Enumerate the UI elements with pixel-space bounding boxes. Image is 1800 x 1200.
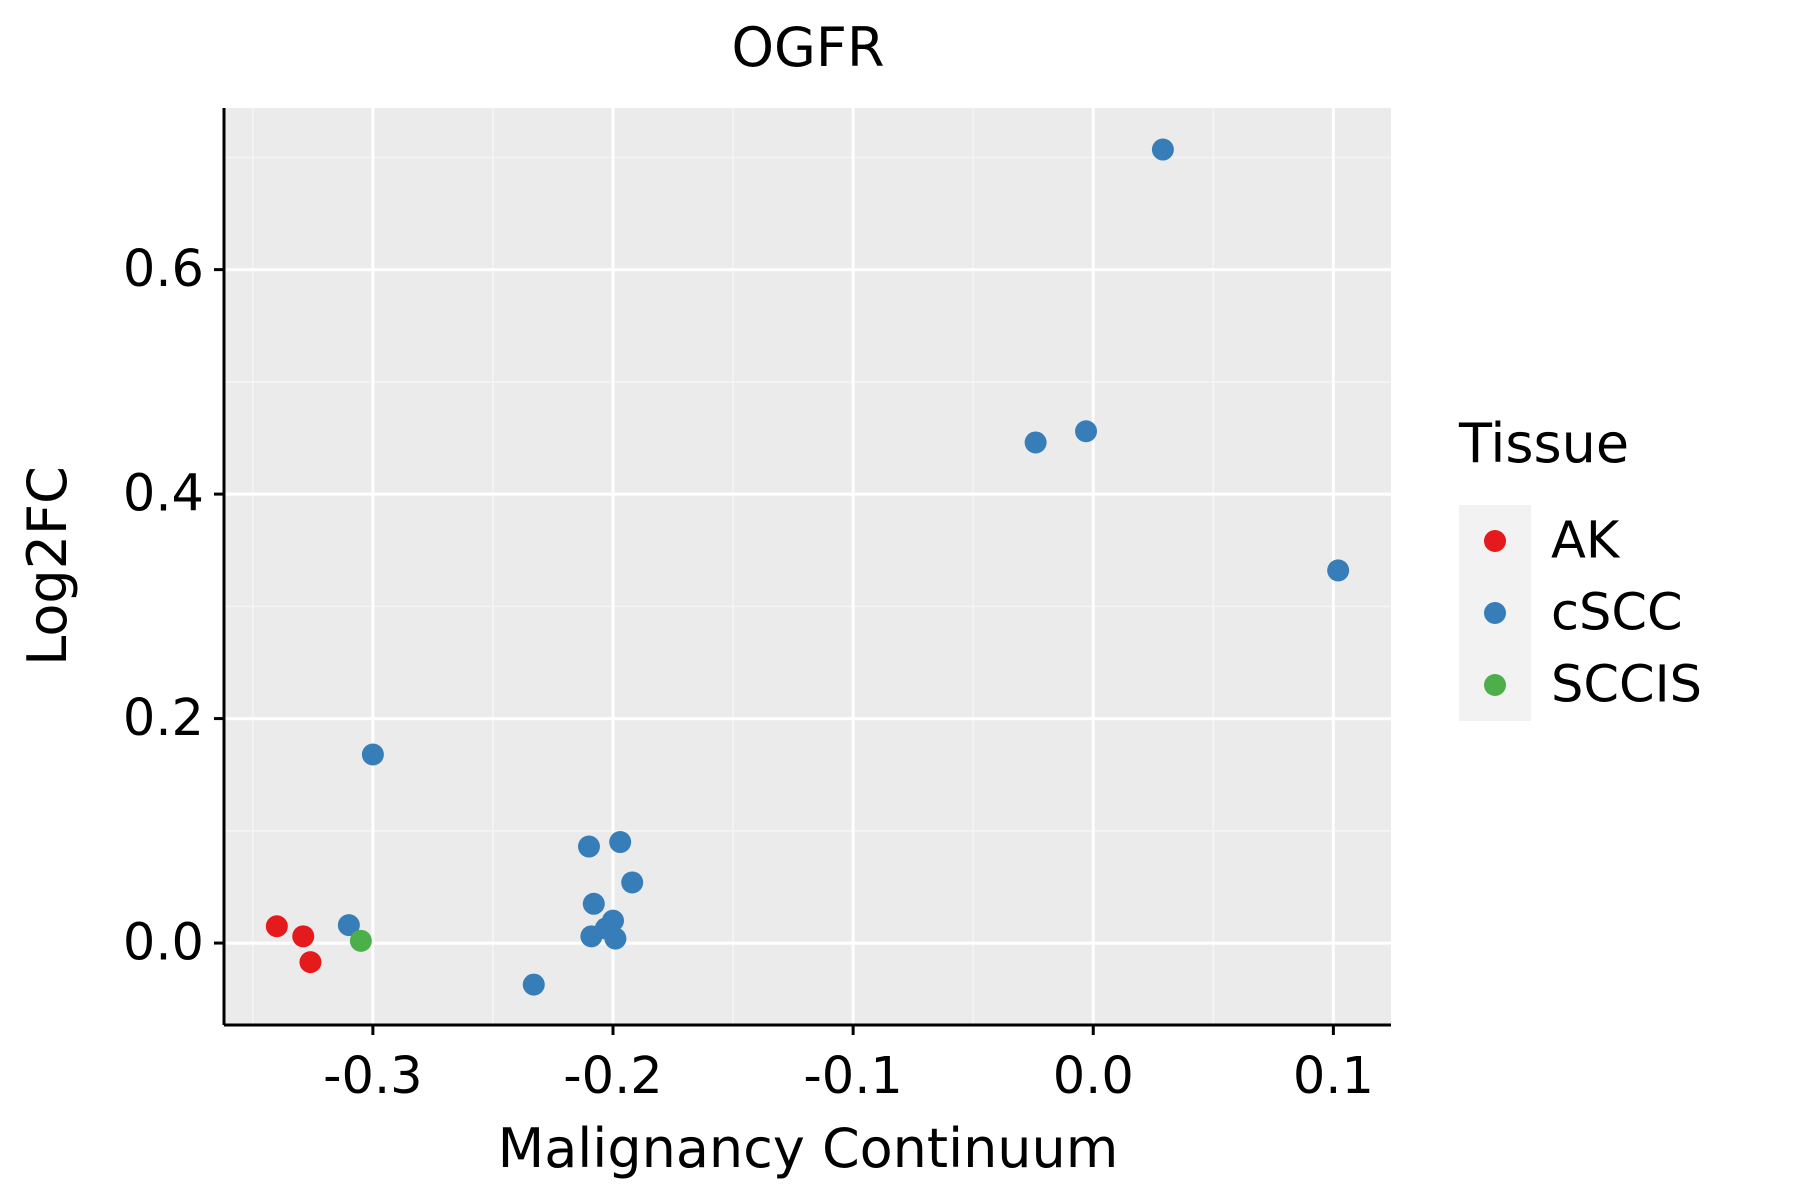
legend-label-ak: AK: [1551, 512, 1621, 571]
y-tick-label: 0.2: [123, 689, 204, 748]
legend-swatch-sccis: [1484, 674, 1506, 696]
data-point-cscc: [582, 892, 605, 915]
x-tick-label: -0.3: [323, 1047, 423, 1106]
x-axis-ticks: -0.3 -0.2 -0.1 0.0 0.1: [323, 1025, 1374, 1106]
data-points: [265, 138, 1350, 996]
plot-panel: [224, 108, 1391, 1025]
chart-title: OGFR: [732, 16, 885, 79]
data-point-cscc: [1024, 431, 1047, 454]
x-tick-label: 0.1: [1293, 1047, 1374, 1106]
x-tick-label: 0.0: [1053, 1047, 1134, 1106]
legend-label-sccis: SCCIS: [1551, 656, 1702, 715]
y-axis-ticks: 0.0 0.2 0.4 0.6: [123, 240, 224, 973]
data-point-sccis: [349, 929, 372, 952]
legend-label-cscc: cSCC: [1551, 584, 1683, 643]
data-point-cscc: [1327, 559, 1350, 582]
data-point-cscc: [1151, 138, 1174, 161]
data-point-cscc: [522, 973, 545, 996]
x-tick-label: -0.2: [563, 1047, 663, 1106]
data-point-cscc: [602, 909, 624, 932]
legend-title: Tissue: [1458, 412, 1629, 475]
data-point-cscc: [621, 871, 644, 894]
data-point-ak: [265, 915, 288, 938]
legend-swatch-cscc: [1484, 602, 1506, 624]
x-tick-label: -0.1: [803, 1047, 903, 1106]
y-axis-title: Log2FC: [16, 466, 79, 666]
data-point-cscc: [361, 743, 384, 766]
legend-entries: AK cSCC SCCIS: [1459, 505, 1702, 721]
data-point-cscc: [1075, 420, 1098, 443]
y-tick-label: 0.4: [123, 465, 204, 524]
data-point-cscc: [604, 927, 627, 950]
x-axis-title: Malignancy Continuum: [498, 1117, 1119, 1180]
data-point-ak: [299, 951, 322, 974]
grid-minor: [224, 108, 1391, 1025]
data-point-cscc: [577, 835, 600, 858]
data-point-ak: [292, 925, 315, 948]
y-tick-label: 0.0: [123, 914, 204, 973]
legend-swatch-ak: [1484, 530, 1506, 552]
legend: Tissue AK cSCC SCCIS: [1458, 412, 1702, 721]
data-point-cscc: [337, 914, 360, 937]
y-tick-label: 0.6: [123, 240, 204, 299]
data-point-cscc: [609, 831, 632, 854]
